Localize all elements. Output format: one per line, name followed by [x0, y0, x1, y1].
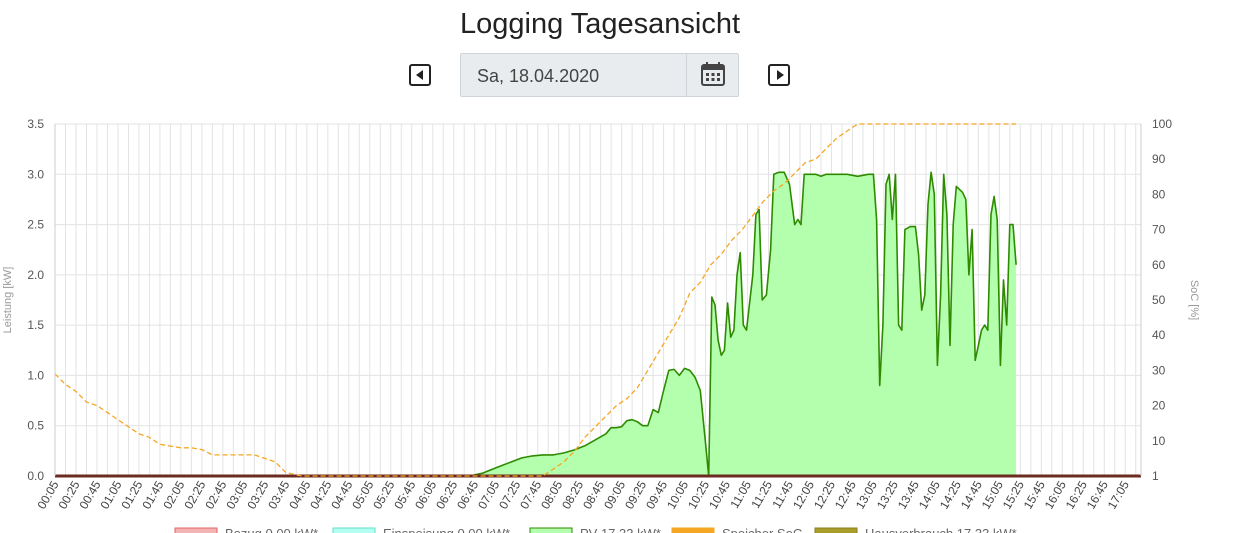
- y2-tick-label: 80: [1152, 187, 1166, 201]
- legend-swatch: [529, 527, 573, 533]
- legend-label: Speicher SoC: [722, 526, 802, 533]
- page-title: Logging Tagesansicht: [459, 8, 741, 40]
- y2-tick-label: 70: [1152, 223, 1166, 237]
- legend-label: PV 17.33 kW*: [580, 526, 661, 533]
- y2-tick-label: 40: [1152, 328, 1166, 342]
- legend-swatch: [332, 527, 376, 533]
- legend-swatch: [814, 527, 858, 533]
- y2-tick-label: 100: [1152, 117, 1172, 131]
- y-tick-label: 1.0: [27, 368, 44, 382]
- y-tick-label: 2.0: [27, 268, 44, 282]
- y-tick-label: 0.5: [27, 419, 44, 433]
- date-picker[interactable]: Sa, 18.04.2020: [460, 53, 739, 97]
- caret-left-icon: [416, 70, 423, 80]
- y2-tick-label: 50: [1152, 293, 1166, 307]
- y2-tick-label: 1: [1152, 469, 1159, 483]
- y2-tick-label: 30: [1152, 363, 1166, 377]
- y-tick-label: 2.5: [27, 218, 44, 232]
- y2-tick-label: 60: [1152, 258, 1166, 272]
- power-chart: 0.0 0.5 1.0 1.5 2.0 2.5 3.0 3.5 1 10 20 30 40 50 60 70 8…: [2, 117, 1200, 533]
- calendar-icon: [701, 62, 725, 86]
- pv-series-line: [55, 171, 1017, 477]
- y-axis-label: Leistung [kW]: [2, 267, 14, 334]
- y2-tick-label: 10: [1152, 434, 1166, 448]
- calendar-button[interactable]: [686, 54, 738, 96]
- caret-right-icon: [777, 70, 784, 80]
- y-tick-label: 3.5: [27, 117, 44, 131]
- legend-label: Hausverbrauch 17.33 kW*: [865, 526, 1017, 533]
- next-day-button[interactable]: [768, 64, 790, 86]
- previous-day-button[interactable]: [409, 64, 431, 86]
- pv-area: [55, 172, 1017, 477]
- legend-swatch: [671, 527, 715, 533]
- y2-tick-label: 90: [1152, 152, 1166, 166]
- x-tick-label: 10:45: [706, 478, 733, 511]
- y2-axis-label: SoC [%]: [1188, 280, 1200, 320]
- legend-label: Einspeisung 0.00 kW*: [383, 526, 510, 533]
- date-field[interactable]: Sa, 18.04.2020: [477, 66, 600, 86]
- x-tick-label: 17:05: [1105, 478, 1132, 511]
- y2-tick-label: 20: [1152, 399, 1166, 413]
- legend-swatch: [174, 527, 218, 533]
- legend-label: Bezug 0.00 kW*: [225, 526, 318, 533]
- y-tick-label: 3.0: [27, 167, 44, 181]
- soc-series-line: [54, 123, 1017, 477]
- date-navigation: Sa, 18.04.2020: [0, 53, 1255, 99]
- y-tick-label: 0.0: [27, 469, 44, 483]
- chart-container: 0.0 0.5 1.0 1.5 2.0 2.5 3.0 3.5 1 10 20 30 40 50 60 70 8…: [0, 110, 1255, 533]
- y-tick-label: 1.5: [27, 318, 44, 332]
